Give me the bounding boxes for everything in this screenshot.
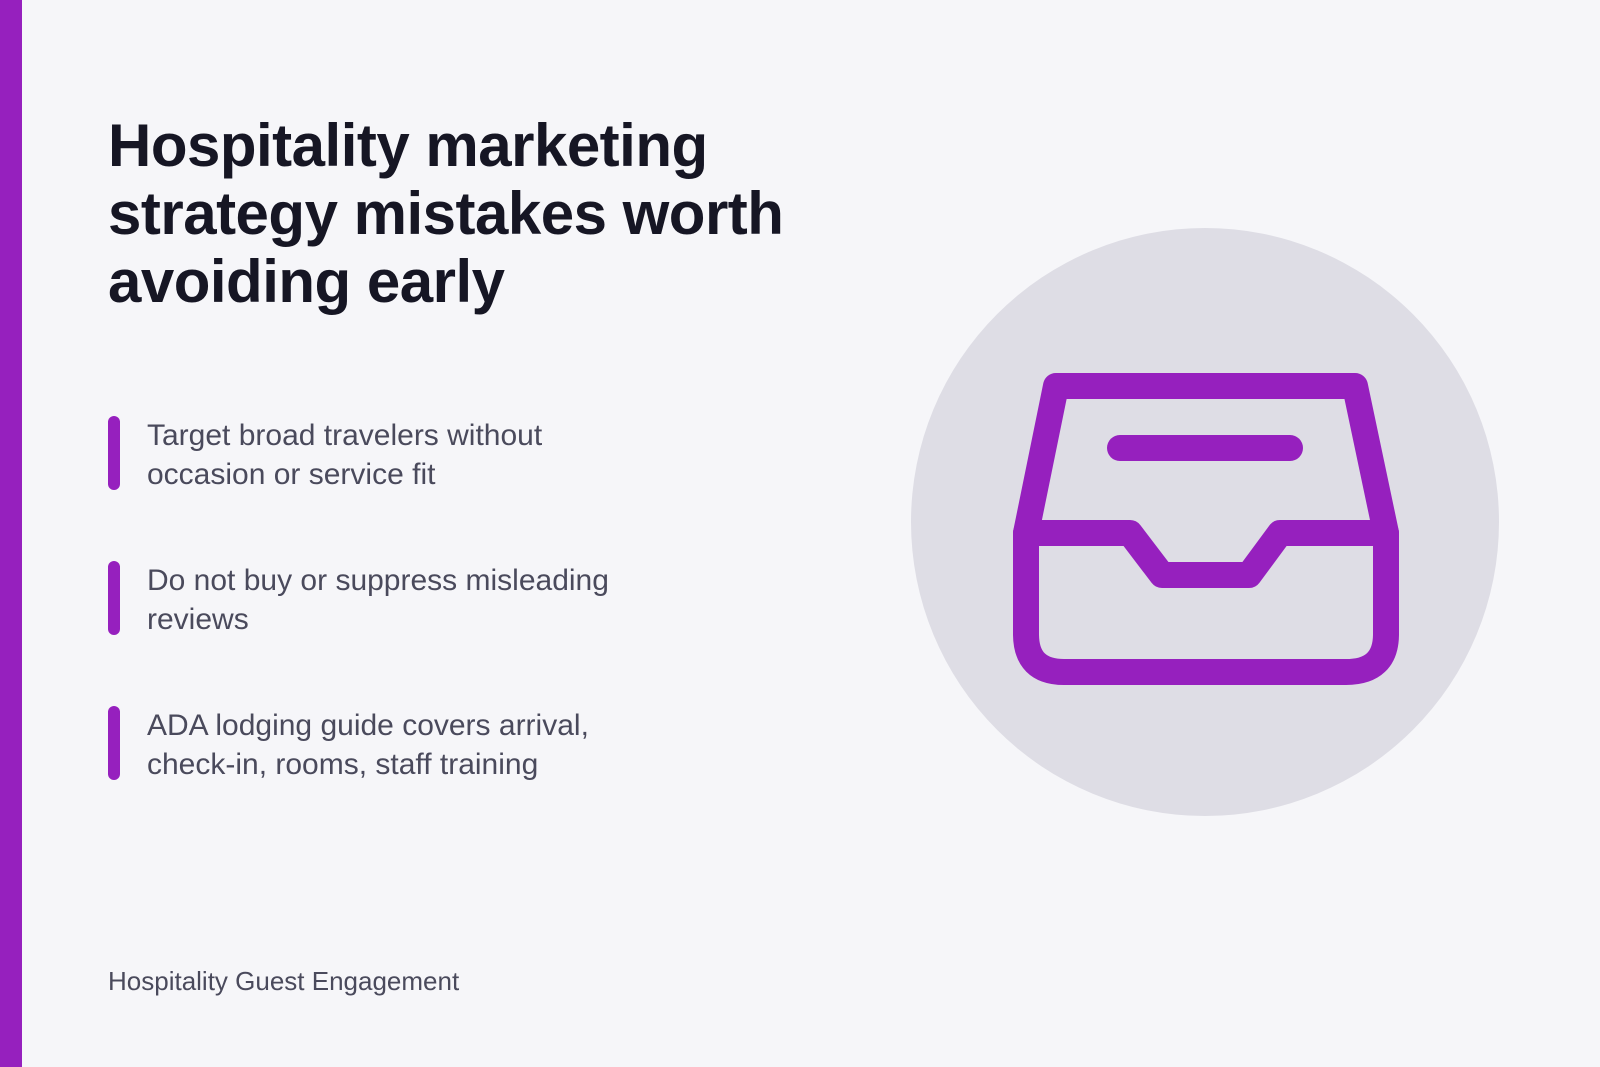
bullet-marker — [108, 561, 120, 635]
bullet-marker — [108, 706, 120, 780]
icon-circle — [911, 228, 1499, 816]
bullet-text: Target broad travelers without occasion … — [147, 419, 543, 491]
bullet: Do not buy or suppress misleading review… — [108, 561, 708, 708]
tray-top — [1013, 373, 1399, 546]
inbox-icon — [1013, 373, 1399, 685]
bullet-text: Do not buy or suppress misleading review… — [147, 564, 609, 636]
tray-body — [1013, 520, 1399, 685]
bullet-text: ADA lodging guide covers arrival, check-… — [147, 709, 589, 781]
footer: Hospitality Guest Engagement — [108, 966, 460, 996]
bullet: ADA lodging guide covers arrival, check-… — [108, 706, 708, 853]
accent-bar — [0, 0, 22, 1067]
bullet: Target broad travelers without occasion … — [108, 416, 708, 563]
title: Hospitality marketing strategy mistakes … — [108, 112, 784, 315]
bullet-list: Target broad travelers without occasion … — [108, 416, 708, 853]
bullet-marker — [108, 416, 120, 490]
